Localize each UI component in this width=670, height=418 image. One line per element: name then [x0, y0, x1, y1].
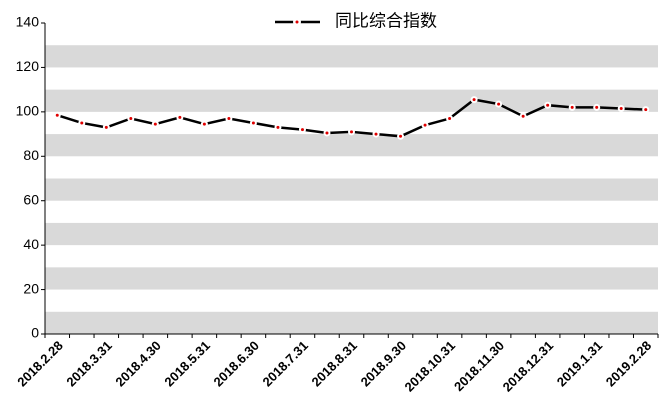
- y-tick-label: 80: [23, 147, 39, 163]
- data-point-dot: [521, 114, 525, 118]
- data-point-dot: [276, 125, 280, 129]
- grid-band: [45, 134, 658, 157]
- y-tick-label: 100: [16, 103, 40, 119]
- data-point-dot: [619, 107, 623, 111]
- marker-dot: [295, 20, 299, 24]
- data-point-dot: [570, 105, 574, 109]
- data-point-dot: [55, 113, 59, 117]
- data-point-dot: [644, 108, 648, 112]
- data-point-dot: [300, 128, 304, 132]
- data-point-dot: [448, 117, 452, 121]
- y-tick-label: 40: [23, 236, 39, 252]
- legend-label: 同比综合指数: [335, 11, 437, 30]
- data-point-dot: [399, 134, 403, 138]
- data-point-dot: [374, 132, 378, 136]
- data-point-dot: [595, 105, 599, 109]
- data-point-dot: [472, 98, 476, 102]
- grid-band: [45, 89, 658, 112]
- data-point-dot: [251, 121, 255, 125]
- data-point-dot: [423, 123, 427, 127]
- grid-band: [45, 222, 658, 246]
- y-tick-label: 140: [16, 14, 40, 30]
- data-point-dot: [546, 103, 550, 107]
- grid-band: [45, 178, 658, 201]
- y-tick-label: 0: [31, 325, 39, 341]
- grid-band: [45, 311, 658, 334]
- data-point-dot: [350, 130, 353, 134]
- data-point-dot: [325, 131, 329, 135]
- data-point-dot: [227, 117, 231, 121]
- data-point-dot: [153, 122, 157, 126]
- data-point-dot: [129, 117, 133, 121]
- data-point-dot: [80, 121, 84, 125]
- data-point-dot: [178, 115, 182, 119]
- y-tick-label: 60: [23, 191, 39, 207]
- data-point-dot: [497, 102, 501, 106]
- data-point-dot: [104, 125, 108, 129]
- data-point-dot: [202, 122, 206, 126]
- grid-band: [45, 267, 658, 290]
- grid-band: [45, 45, 658, 68]
- y-tick-label: 20: [23, 280, 39, 296]
- y-tick-label: 120: [16, 58, 40, 74]
